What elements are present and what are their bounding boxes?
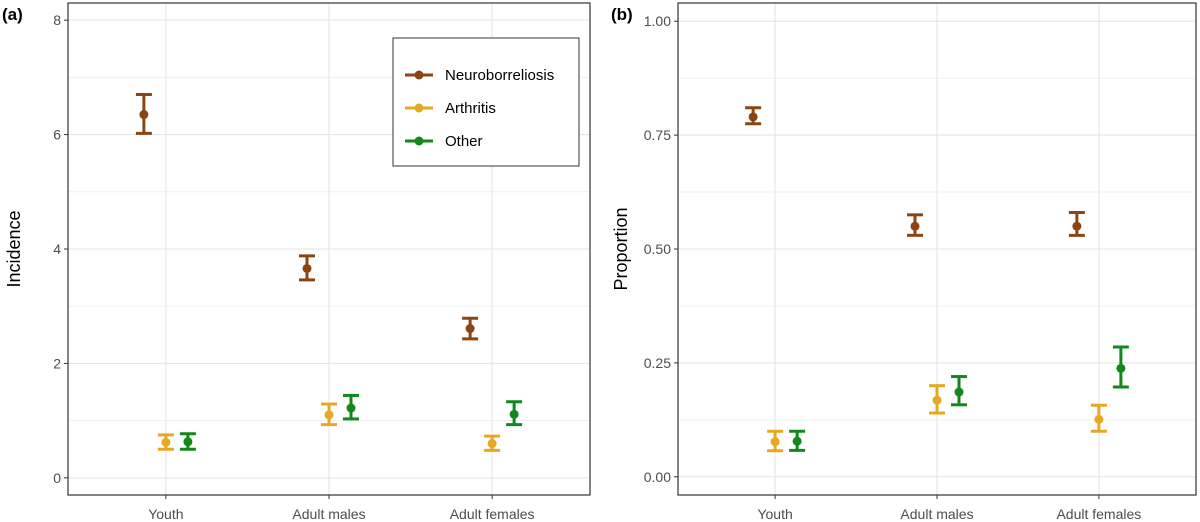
data-point [346, 403, 356, 413]
data-point [324, 410, 334, 420]
legend-label: Neuroborreliosis [445, 67, 554, 84]
y-tick-label: 0.50 [644, 241, 671, 257]
legend-key-point [414, 136, 424, 146]
panel-label: (b) [611, 5, 633, 24]
data-point [954, 387, 964, 397]
data-point [792, 436, 802, 446]
y-tick-label: 0 [53, 470, 61, 486]
panel-a: 0 2 4 6 8 Youth Adult males Adult females Incide… [2, 2, 591, 522]
x-tick-label: Youth [757, 506, 792, 522]
y-axis-title: Proportion [611, 207, 631, 290]
y-tick-label: 0.75 [644, 127, 671, 143]
data-point [465, 324, 475, 334]
y-tick-label: 4 [53, 241, 61, 257]
x-tick-label: Adult females [450, 506, 535, 522]
y-tick-label: 8 [53, 12, 61, 28]
x-tick-label: Youth [148, 506, 183, 522]
x-tick-label: Adult males [900, 506, 973, 522]
data-point [183, 437, 193, 447]
data-point [161, 437, 171, 447]
y-tick-label: 0.00 [644, 469, 671, 485]
data-point [487, 439, 497, 449]
data-point [139, 110, 149, 120]
series-arthritis [157, 402, 501, 452]
data-point [1116, 363, 1126, 373]
y-tick-label: 2 [53, 355, 61, 371]
series-arthritis [767, 384, 1107, 453]
legend-key-point [414, 70, 424, 80]
series-other [179, 393, 523, 451]
legend-label: Arthritis [445, 100, 496, 117]
y-tick-label: 0.25 [644, 355, 671, 371]
data-point [1072, 221, 1082, 231]
data-point [932, 395, 942, 405]
series-neuroborreliosis [745, 106, 1085, 237]
data-point [1094, 414, 1104, 424]
y-tick-label: 6 [53, 127, 61, 143]
legend-key-point [414, 103, 424, 113]
series-neuroborreliosis [135, 93, 479, 341]
panel-label: (a) [2, 5, 23, 24]
data-point [770, 437, 780, 447]
legend-label: Other [445, 133, 483, 150]
data-point [509, 409, 519, 419]
y-axis-title: Incidence [4, 210, 24, 287]
legend: Neuroborreliosis Arthritis Other [392, 37, 580, 167]
y-tick-label: 1.00 [644, 13, 671, 29]
legend-box [392, 37, 580, 167]
x-tick-label: Adult females [1056, 506, 1141, 522]
panel-b: 0.00 0.25 0.50 0.75 1.00 Youth Adult males Adul… [611, 2, 1197, 522]
x-tick-label: Adult males [292, 506, 365, 522]
data-point [748, 112, 758, 122]
series-other [789, 345, 1129, 452]
data-point [302, 263, 312, 273]
data-point [910, 221, 920, 231]
